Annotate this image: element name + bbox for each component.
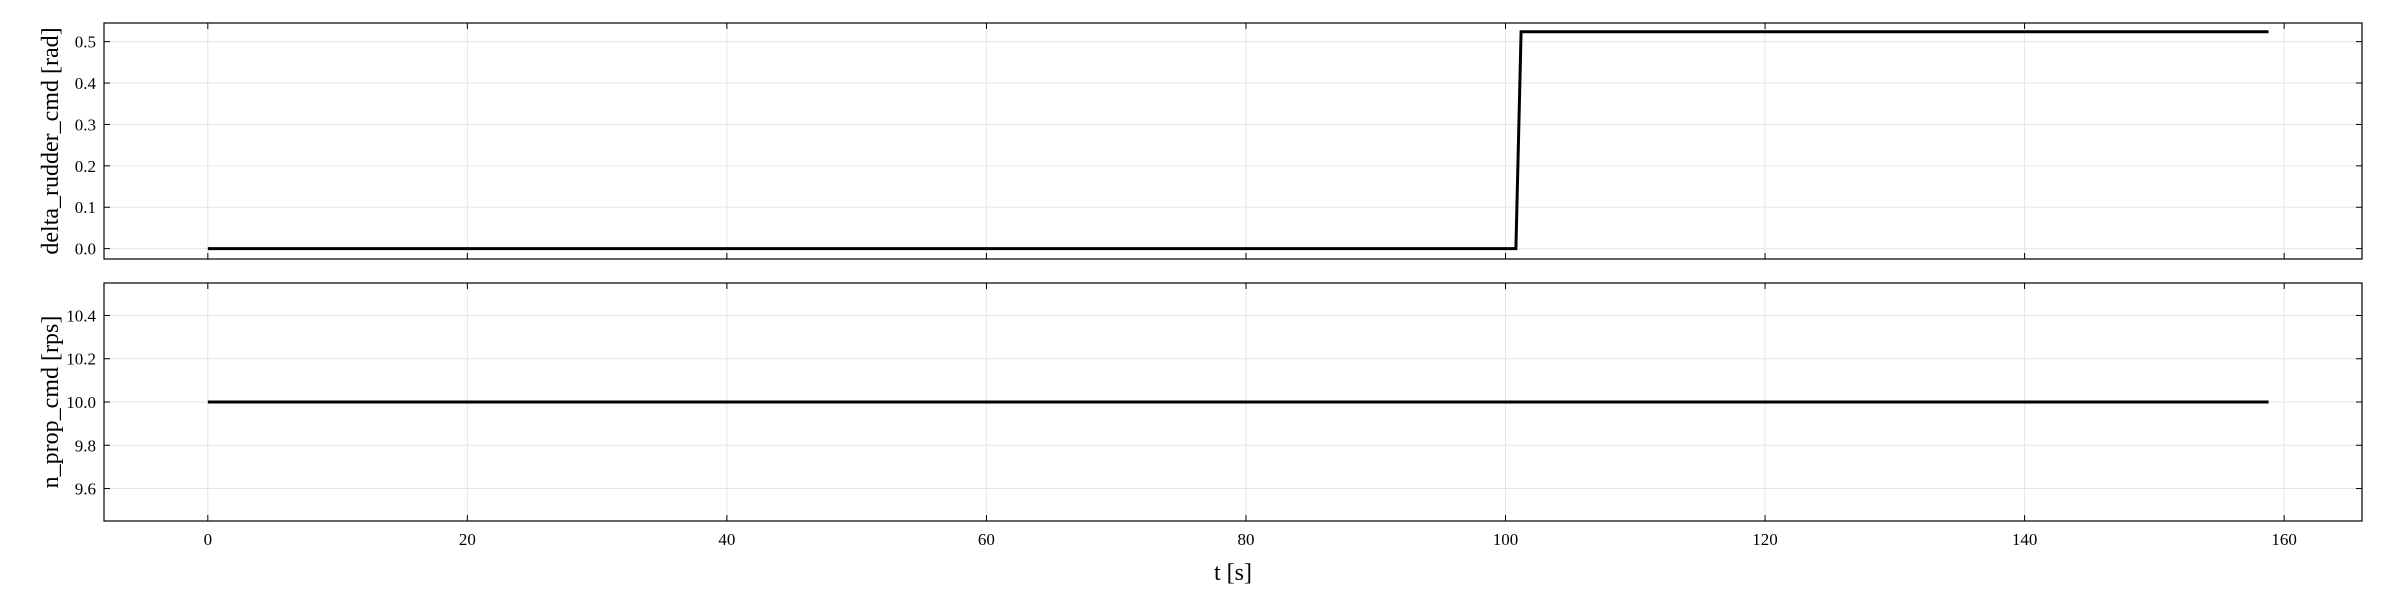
x-tick-label: 140 (2012, 530, 2038, 549)
panel-top-delta-rudder: 0.0 0.1 0.2 0.3 0.4 0.5 delta_rudder_cmd [rad] (38, 22, 2363, 260)
y-tick-label: 0.3 (75, 115, 96, 134)
y-axis-label: n_prop_cmd [rps] (38, 316, 64, 489)
plot-frame (103, 22, 2363, 260)
y-tick-label: 10.2 (66, 350, 96, 369)
x-tick-label: 0 (204, 530, 213, 549)
x-tick-label: 40 (718, 530, 735, 549)
panel-bottom-n-prop: 0 20 40 60 80 100 120 140 160 9.6 9.8 10.0 10.2 10.4n… (38, 282, 2363, 586)
plot-frame (103, 282, 2363, 522)
y-tick-label: 0.0 (75, 240, 96, 259)
x-tick-label: 160 (2271, 530, 2297, 549)
x-tick-label: 100 (1493, 530, 1519, 549)
y-tick-label: 10.4 (66, 306, 96, 325)
y-tick-label: 9.8 (75, 436, 96, 455)
x-tick-label: 20 (459, 530, 476, 549)
x-tick-label: 60 (978, 530, 995, 549)
y-tick-label: 0.4 (75, 74, 97, 93)
y-axis-label: delta_rudder_cmd [rad] (38, 27, 64, 254)
y-tick-label: 10.0 (66, 393, 96, 412)
y-tick-label: 0.5 (75, 33, 96, 52)
series-line (207, 30, 2269, 251)
y-tick-label: 9.6 (75, 480, 96, 499)
x-tick-label: 120 (1752, 530, 1778, 549)
y-tick-label: 0.1 (75, 198, 96, 217)
x-tick-label: 80 (1237, 530, 1254, 549)
y-tick-label: 0.2 (75, 157, 96, 176)
x-axis-label: t [s] (1214, 560, 1252, 586)
